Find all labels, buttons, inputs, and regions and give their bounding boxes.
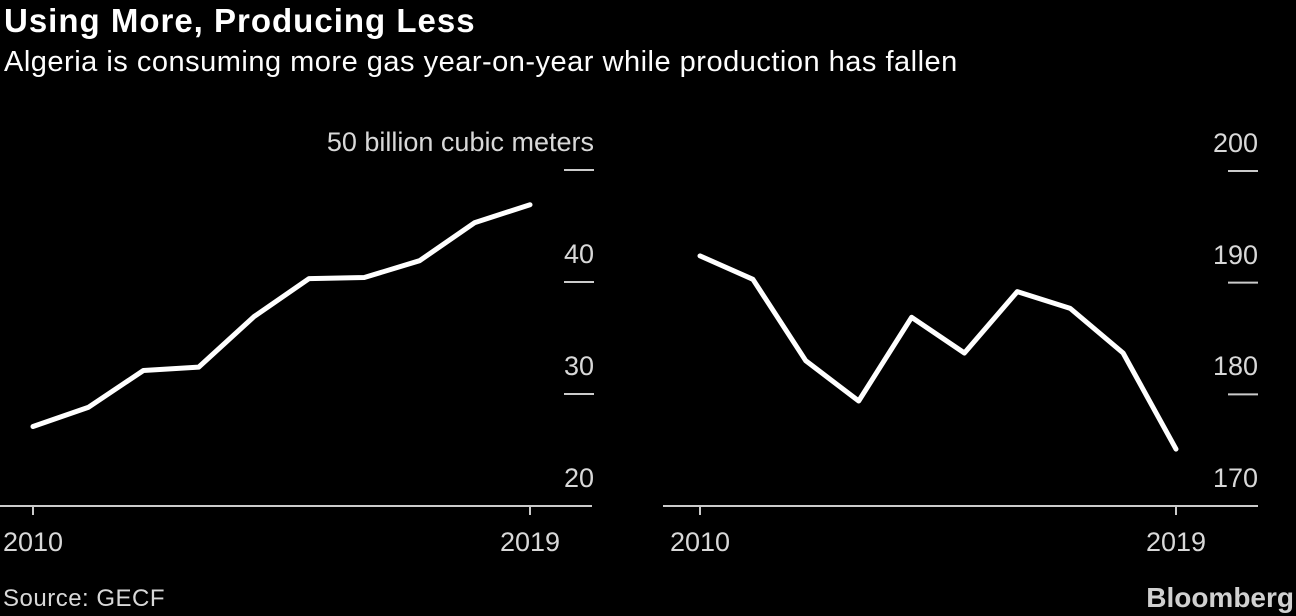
gas-production-y-tick-label: 180 [1212,351,1258,382]
gas-production-x-tick-label: 2010 [669,527,731,557]
gas-consumption-line [30,202,533,429]
gas-consumption-y-tick-label: 30 [563,351,594,381]
chart-subtitle: Algeria is consuming more gas year-on-ye… [4,46,958,78]
gas-consumption-y-tick-label: 40 [563,239,594,269]
gas-production-y-tick-label: 200 [1212,128,1258,158]
source-note: Source: GECF [3,585,166,612]
gas-consumption-y-tick-label: 20 [563,463,594,493]
gas-consumption-y-tick-label: 50 billion cubic meters [326,127,594,157]
gas-production-y-tick-label: 190 [1212,239,1258,270]
gas-production-x-tick-label: 2019 [1145,527,1207,557]
gas-production-line [697,253,1179,452]
gas-production-y-tick-label: 170 [1212,463,1258,493]
gas-consumption-x-tick-label: 2019 [499,527,561,557]
chart-title: Using More, Producing Less [4,2,476,39]
gas-consumption-x-tick-label: 2010 [2,527,64,557]
bloomberg-logo: Bloomberg [1146,582,1294,613]
